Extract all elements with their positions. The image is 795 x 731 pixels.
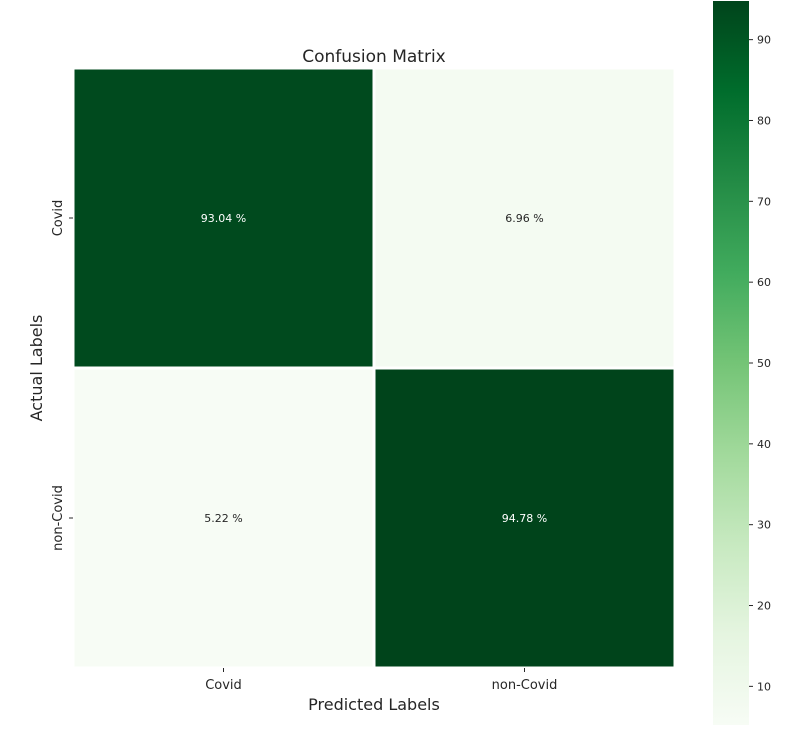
colorbar (713, 1, 749, 725)
cell-label-1-1: 94.78 % (502, 512, 547, 525)
cell-label-0-1: 6.96 % (505, 212, 543, 225)
colorbar-tick-label: 60 (757, 276, 771, 289)
colorbar-tick-label: 20 (757, 600, 771, 613)
colorbar-ticks: 10 20 30 40 50 60 70 80 90 (749, 34, 771, 693)
colorbar-tick-label: 10 (757, 680, 771, 693)
colorbar-tick-label: 50 (757, 357, 771, 370)
y-axis-label: Actual Labels (27, 315, 46, 422)
colorbar-tick-label: 90 (757, 34, 771, 47)
heatmap-cell-0-1 (372, 66, 677, 370)
heatmap-cell-1-1 (372, 366, 677, 670)
x-tick-labels: Covid non-Covid (205, 668, 557, 693)
x-tick-label-0: Covid (205, 678, 242, 693)
heatmap-cells: 93.04 % 6.96 % 5.22 % 94.78 % (71, 66, 677, 670)
heatmap-cell-1-0 (71, 366, 376, 670)
colorbar-tick-label: 40 (757, 438, 771, 451)
chart-title: Confusion Matrix (302, 47, 446, 67)
colorbar-tick-label: 80 (757, 114, 771, 127)
y-tick-labels: Covid non-Covid (51, 200, 73, 551)
x-tick-label-1: non-Covid (492, 678, 558, 693)
x-axis-label: Predicted Labels (308, 695, 440, 714)
y-tick-label-0: Covid (51, 200, 66, 237)
colorbar-tick-label: 30 (757, 519, 771, 532)
y-tick-label-1: non-Covid (51, 485, 66, 551)
heatmap-cell-0-0 (71, 66, 376, 370)
cell-label-1-0: 5.22 % (204, 512, 242, 525)
cell-label-0-0: 93.04 % (201, 212, 246, 225)
colorbar-tick-label: 70 (757, 195, 771, 208)
